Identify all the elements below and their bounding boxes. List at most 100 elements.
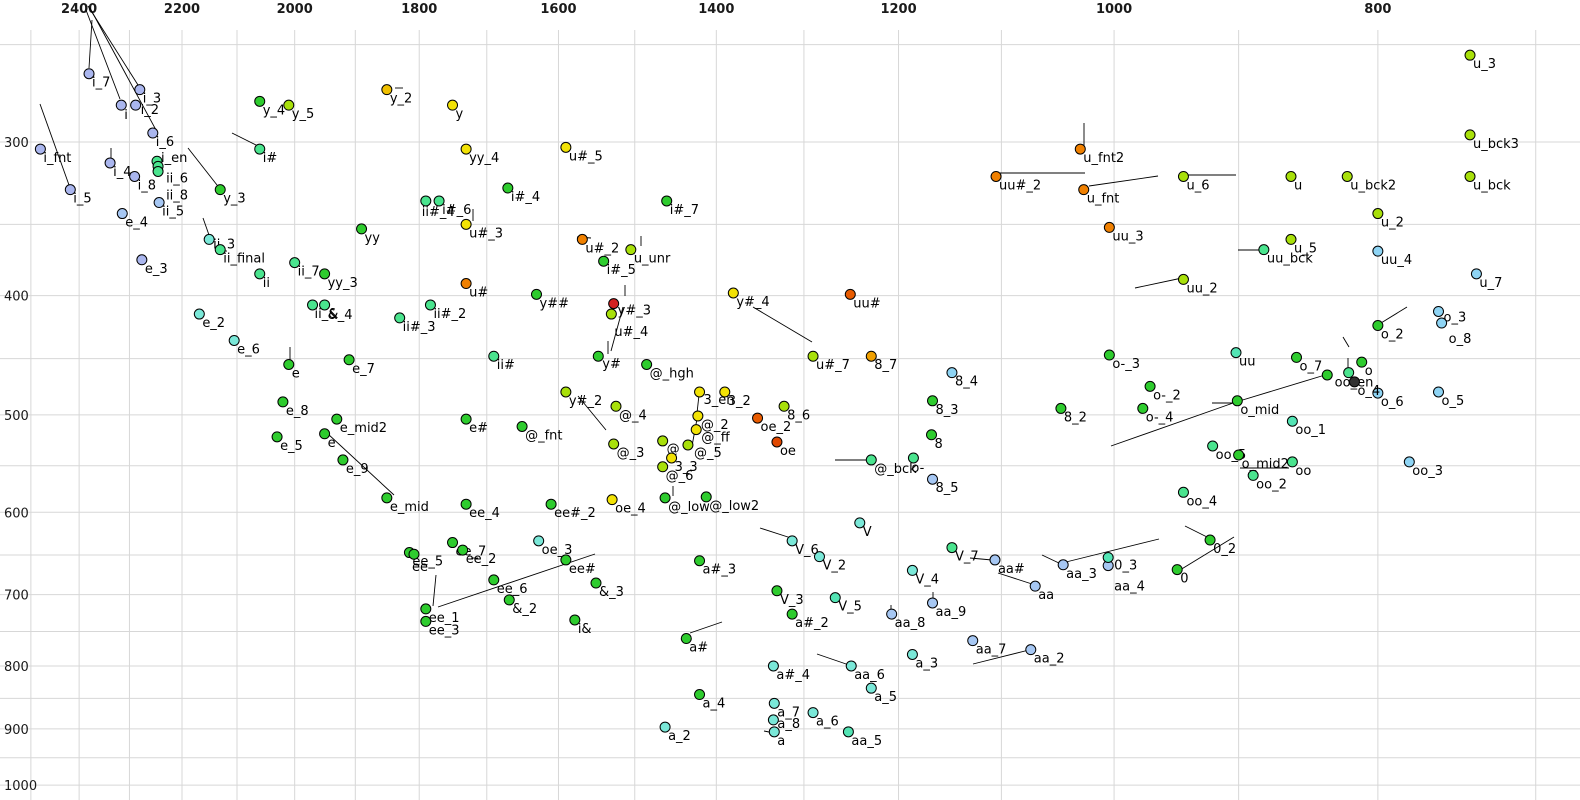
- data-point[interactable]: [865, 682, 877, 694]
- data-point[interactable]: [786, 608, 798, 620]
- data-point[interactable]: [842, 726, 854, 738]
- data-point[interactable]: [424, 299, 436, 311]
- data-point[interactable]: [104, 157, 116, 169]
- data-point[interactable]: [946, 367, 958, 379]
- data-point[interactable]: [1286, 415, 1298, 427]
- data-point[interactable]: [503, 594, 515, 606]
- data-point[interactable]: [203, 233, 215, 245]
- data-point[interactable]: [1464, 129, 1476, 141]
- data-point[interactable]: [786, 535, 798, 547]
- data-point[interactable]: [680, 633, 692, 645]
- data-point[interactable]: [1285, 170, 1297, 182]
- data-point[interactable]: [1372, 387, 1384, 399]
- data-point[interactable]: [254, 143, 266, 155]
- data-point[interactable]: [1341, 170, 1353, 182]
- data-point[interactable]: [319, 428, 331, 440]
- data-point[interactable]: [283, 358, 295, 370]
- data-point[interactable]: [533, 535, 545, 547]
- data-point[interactable]: [845, 660, 857, 672]
- data-point[interactable]: [460, 143, 472, 155]
- data-point[interactable]: [1074, 143, 1086, 155]
- data-point[interactable]: [1103, 349, 1115, 361]
- data-point[interactable]: [906, 564, 918, 576]
- data-point[interactable]: [307, 299, 319, 311]
- data-point[interactable]: [1055, 402, 1067, 414]
- data-point[interactable]: [886, 608, 898, 620]
- data-point[interactable]: [907, 452, 919, 464]
- data-point[interactable]: [1372, 245, 1384, 257]
- data-point[interactable]: [659, 492, 671, 504]
- data-point[interactable]: [608, 298, 620, 310]
- data-point[interactable]: [967, 635, 979, 647]
- data-point[interactable]: [1103, 221, 1115, 233]
- data-point[interactable]: [1144, 380, 1156, 392]
- data-point[interactable]: [193, 308, 205, 320]
- data-point[interactable]: [727, 287, 739, 299]
- data-point[interactable]: [1230, 347, 1242, 359]
- data-point[interactable]: [1464, 49, 1476, 61]
- data-point[interactable]: [488, 574, 500, 586]
- data-point[interactable]: [214, 244, 226, 256]
- data-point[interactable]: [608, 438, 620, 450]
- data-point[interactable]: [666, 452, 678, 464]
- data-point[interactable]: [1348, 376, 1360, 388]
- data-point[interactable]: [844, 288, 856, 300]
- data-point[interactable]: [381, 84, 393, 96]
- data-point[interactable]: [152, 165, 164, 177]
- data-point[interactable]: [1078, 184, 1090, 196]
- data-point[interactable]: [1102, 551, 1114, 563]
- data-point[interactable]: [1436, 317, 1448, 329]
- data-point[interactable]: [560, 554, 572, 566]
- data-point[interactable]: [1137, 402, 1149, 414]
- data-point[interactable]: [1343, 367, 1355, 379]
- data-point[interactable]: [420, 615, 432, 627]
- data-point[interactable]: [690, 424, 702, 436]
- data-point[interactable]: [1356, 356, 1368, 368]
- data-point[interactable]: [147, 127, 159, 139]
- data-point[interactable]: [807, 707, 819, 719]
- data-point[interactable]: [433, 195, 445, 207]
- data-point[interactable]: [1025, 644, 1037, 656]
- data-point[interactable]: [700, 491, 712, 503]
- data-point[interactable]: [1321, 369, 1333, 381]
- data-point[interactable]: [1207, 440, 1219, 452]
- data-point[interactable]: [447, 99, 459, 111]
- data-point[interactable]: [460, 498, 472, 510]
- data-point[interactable]: [576, 233, 588, 245]
- data-point[interactable]: [381, 492, 393, 504]
- data-point[interactable]: [771, 436, 783, 448]
- data-point[interactable]: [214, 184, 226, 196]
- data-point[interactable]: [460, 278, 472, 290]
- data-point[interactable]: [657, 435, 669, 447]
- data-point[interactable]: [694, 386, 706, 398]
- data-point[interactable]: [1285, 233, 1297, 245]
- data-point[interactable]: [1029, 580, 1041, 592]
- data-point[interactable]: [752, 412, 764, 424]
- data-point[interactable]: [356, 223, 368, 235]
- data-point[interactable]: [457, 544, 469, 556]
- data-point[interactable]: [807, 350, 819, 362]
- data-point[interactable]: [1177, 273, 1189, 285]
- data-point[interactable]: [625, 244, 637, 256]
- data-point[interactable]: [271, 431, 283, 443]
- data-point[interactable]: [813, 551, 825, 563]
- data-point[interactable]: [331, 413, 343, 425]
- data-point[interactable]: [319, 268, 331, 280]
- data-point[interactable]: [865, 350, 877, 362]
- data-point[interactable]: [337, 454, 349, 466]
- data-point[interactable]: [719, 386, 731, 398]
- data-point[interactable]: [560, 386, 572, 398]
- data-point[interactable]: [1204, 534, 1216, 546]
- data-point[interactable]: [946, 542, 958, 554]
- data-point[interactable]: [927, 597, 939, 609]
- data-point[interactable]: [768, 726, 780, 738]
- data-point[interactable]: [657, 461, 669, 473]
- data-point[interactable]: [130, 99, 142, 111]
- data-point[interactable]: [610, 400, 622, 412]
- data-point[interactable]: [420, 603, 432, 615]
- data-point[interactable]: [228, 334, 240, 346]
- data-point[interactable]: [254, 95, 266, 107]
- data-point[interactable]: [1464, 170, 1476, 182]
- data-point[interactable]: [605, 308, 617, 320]
- data-point[interactable]: [136, 254, 148, 266]
